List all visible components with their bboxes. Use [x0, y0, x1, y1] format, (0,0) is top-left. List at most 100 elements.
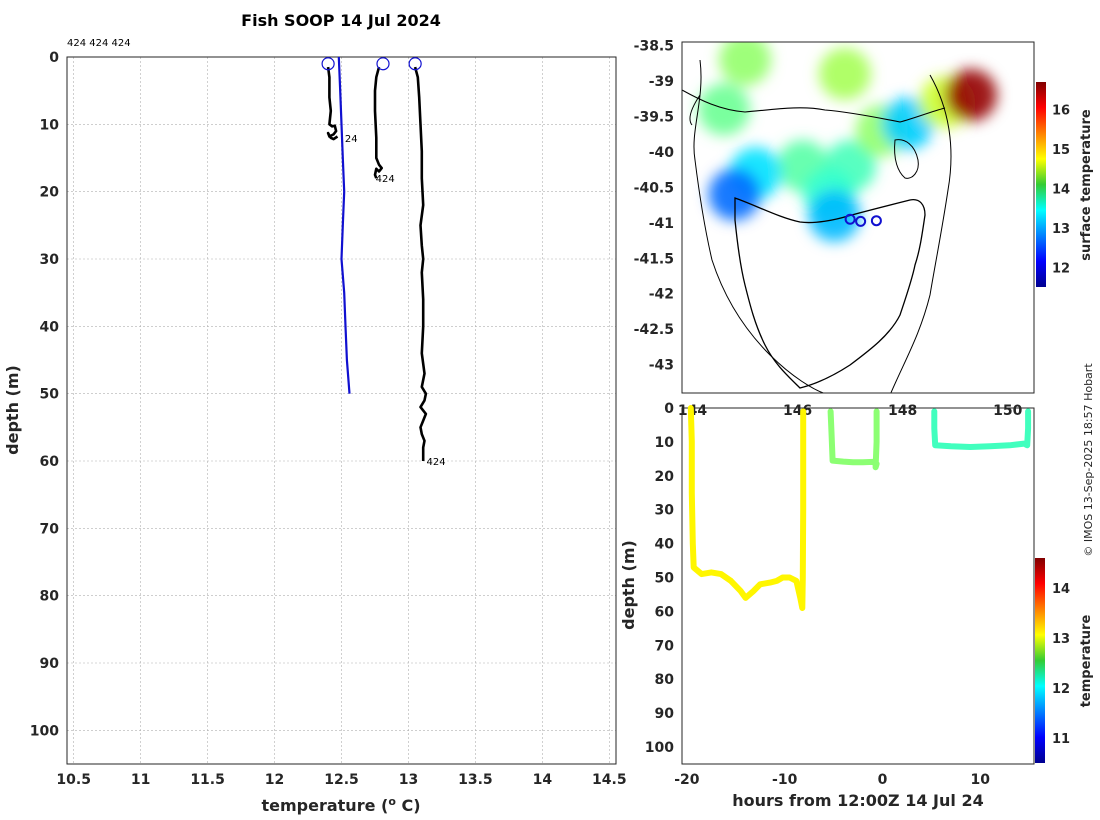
profile-x-label-unit: C) — [396, 796, 421, 815]
timedepth-x-tick: -20 — [674, 772, 700, 788]
profile-line — [337, 56, 351, 394]
profile-x-tick: 12.5 — [324, 772, 359, 788]
imos-credit: © IMOS 13-Sep-2025 18:57 Hobart — [1082, 363, 1095, 557]
profile-markers — [321, 57, 422, 71]
profile-y-tick: 0 — [49, 50, 59, 66]
profile-series — [326, 56, 428, 461]
timedepth-colorbar-label: temperature — [1079, 615, 1094, 708]
profile-y-tick: 100 — [30, 723, 59, 739]
map-x-tick: 148 — [888, 403, 917, 419]
map-colorbar-label: surface temperature — [1079, 109, 1094, 261]
station-marker — [870, 215, 882, 227]
profile-x-axis-label: temperature (o C) — [261, 795, 420, 815]
map-frame — [681, 41, 1035, 394]
deployment-track — [687, 405, 807, 611]
profile-label: 424 — [376, 174, 395, 185]
profile-x-tick: 12 — [265, 772, 284, 788]
profile-y-ticks: 0 10 20 30 40 50 60 70 80 90 100 — [30, 50, 59, 739]
timedepth-colorbar — [1035, 558, 1045, 763]
flinders-island — [894, 139, 919, 179]
timedepth-colorbar-tick: 11 — [1052, 732, 1070, 747]
map-colorbar-tick: 13 — [1052, 222, 1070, 237]
timedepth-y-tick: 30 — [655, 503, 675, 519]
map-y-tick: -38.5 — [634, 39, 674, 55]
profile-annotations: 24 424 424 — [345, 134, 446, 468]
profile-x-tick: 10.5 — [56, 772, 91, 788]
tasmania-coastline — [734, 197, 926, 389]
deployment-track — [827, 408, 880, 471]
map-y-tick: -41 — [649, 216, 674, 232]
profile-x-tick: 13 — [399, 772, 418, 788]
sst-field — [698, 42, 997, 242]
map-colorbar-tick: 12 — [1052, 261, 1070, 276]
profile-start-marker — [321, 57, 335, 71]
timedepth-y-tick: 80 — [655, 672, 675, 688]
profile-y-tick: 20 — [40, 185, 60, 201]
profile-y-tick: 10 — [40, 117, 60, 133]
timedepth-colorbar-tick: 12 — [1052, 682, 1070, 697]
map-y-tick: -39.5 — [634, 109, 674, 125]
timedepth-plot-frame — [681, 407, 1035, 765]
sst-patch — [818, 47, 871, 100]
timedepth-y-tick: 90 — [655, 706, 675, 722]
timedepth-y-tick: 10 — [655, 435, 675, 451]
profile-y-tick: 60 — [40, 454, 60, 470]
map-y-tick: -39 — [649, 74, 674, 90]
station-marker — [844, 213, 856, 225]
sst-patch — [719, 42, 772, 86]
profile-y-tick: 90 — [40, 656, 60, 672]
timedepth-y-tick: 0 — [664, 401, 674, 417]
sst-patch — [708, 168, 761, 221]
timedepth-x-tick: 10 — [970, 772, 990, 788]
map-colorbar-tick: 15 — [1052, 143, 1070, 158]
timedepth-colorbar-tick: 14 — [1052, 582, 1070, 597]
map-y-tick: -40 — [649, 145, 675, 161]
profile-x-tick: 14.5 — [592, 772, 627, 788]
profile-grid — [67, 56, 616, 764]
profile-x-label-sup: o — [388, 795, 396, 808]
timedepth-y-tick: 40 — [655, 537, 675, 553]
timedepth-colorbar-tick: 13 — [1052, 632, 1070, 647]
profile-x-ticks: 10.5 11 11.5 12 12.5 13 13.5 14 14.5 — [56, 772, 626, 788]
profile-label: 24 — [345, 134, 358, 145]
timedepth-series — [687, 405, 1032, 611]
map-colorbar — [1036, 82, 1046, 287]
victoria-coastline — [682, 89, 946, 123]
map-colorbar-ticks: 12 13 14 15 16 — [1052, 104, 1070, 277]
timedepth-x-ticks: -20 -10 0 10 — [674, 772, 990, 788]
map-y-tick: -41.5 — [634, 251, 674, 267]
profile-start-marker — [408, 57, 422, 71]
sst-patch — [698, 83, 751, 136]
map-y-tick: -42.5 — [634, 322, 674, 338]
profile-x-tick: 11.5 — [190, 772, 225, 788]
map-colorbar-tick: 14 — [1052, 182, 1070, 197]
profile-y-axis-label: depth (m) — [3, 365, 22, 455]
profile-y-tick: 30 — [40, 252, 60, 268]
profile-start-marker — [376, 57, 390, 71]
profile-plot-frame — [66, 56, 617, 765]
map-x-tick: 146 — [783, 403, 812, 419]
timedepth-y-ticks: 0 10 20 30 40 50 60 70 80 90 100 — [645, 401, 674, 756]
profile-y-tick: 80 — [40, 589, 60, 605]
profile-x-label-text: temperature ( — [261, 796, 388, 815]
timedepth-y-tick: 100 — [645, 740, 674, 756]
map-x-tick: 150 — [993, 403, 1022, 419]
map-y-tick: -42 — [649, 287, 674, 303]
chart-title: Fish SOOP 14 Jul 2024 — [241, 11, 441, 30]
map-x-ticks: 144 146 148 150 — [678, 403, 1023, 419]
profile-x-tick: 13.5 — [458, 772, 493, 788]
timedepth-x-tick: 0 — [878, 772, 888, 788]
profile-x-tick: 11 — [131, 772, 150, 788]
profile-x-tick: 14 — [533, 772, 553, 788]
timedepth-y-tick: 70 — [655, 638, 675, 654]
header-label: 424 424 424 — [67, 38, 131, 49]
profile-label: 424 — [427, 457, 446, 468]
map-colorbar-tick: 16 — [1052, 104, 1070, 119]
profile-y-tick: 50 — [40, 387, 60, 403]
profile-y-tick: 70 — [40, 521, 60, 537]
timedepth-colorbar-ticks: 11 12 13 14 — [1052, 582, 1070, 747]
timedepth-y-axis-label: depth (m) — [619, 540, 638, 630]
timedepth-y-tick: 60 — [655, 604, 675, 620]
timedepth-y-tick: 20 — [655, 469, 675, 485]
